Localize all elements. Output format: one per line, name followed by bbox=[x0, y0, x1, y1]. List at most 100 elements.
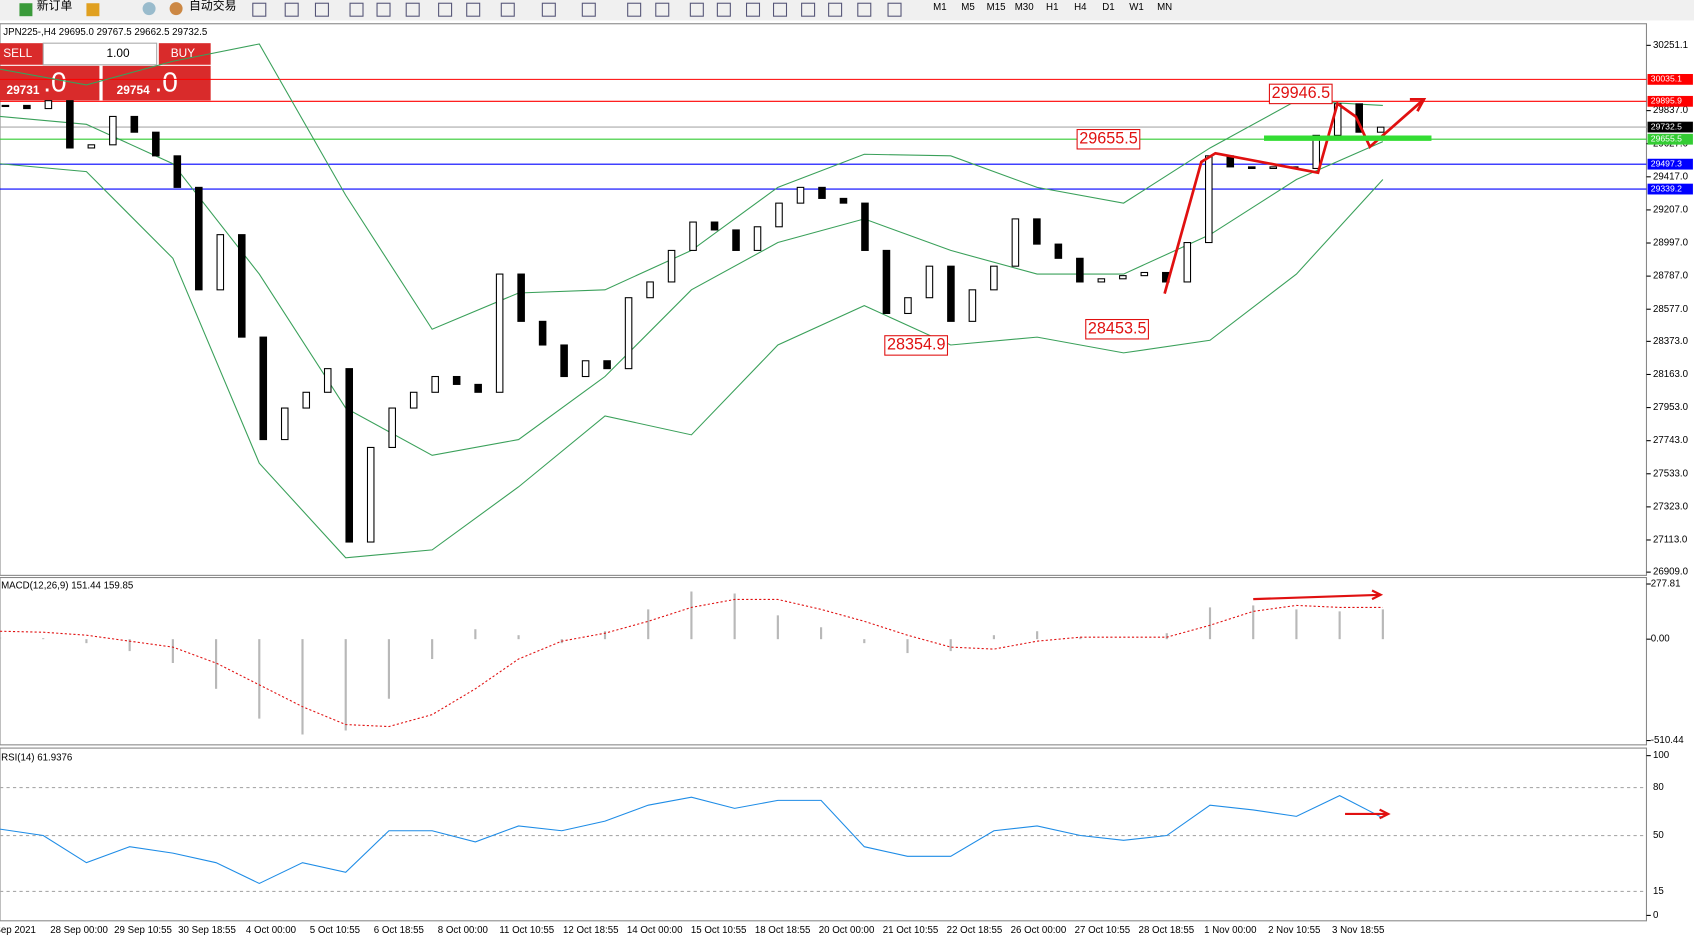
tool-icon[interactable] bbox=[745, 2, 761, 17]
price-annotation: 29946.5 bbox=[1272, 84, 1331, 102]
candle bbox=[1, 104, 10, 108]
x-tick-label: 11 Oct 10:55 bbox=[499, 925, 554, 936]
tool-icon[interactable] bbox=[828, 2, 843, 17]
y-tick-label: 27743.0 bbox=[1653, 435, 1689, 446]
icon[interactable] bbox=[142, 2, 156, 16]
y-tick-label: 0.00 bbox=[1651, 634, 1670, 645]
trade-panel: SELL 1.00 BUY 29731 .0 29754 .0 bbox=[0, 42, 211, 101]
level-tag bbox=[1647, 183, 1693, 195]
candle bbox=[517, 273, 525, 322]
candle bbox=[345, 368, 354, 543]
tool-icon[interactable] bbox=[887, 2, 902, 17]
tool-icon[interactable] bbox=[627, 2, 642, 17]
sell-price-big: .0 bbox=[43, 67, 66, 98]
candle bbox=[259, 336, 268, 441]
level-tag bbox=[1647, 95, 1693, 107]
candle bbox=[152, 131, 160, 157]
tool-icon[interactable] bbox=[284, 2, 299, 17]
tool-icon[interactable] bbox=[581, 2, 596, 17]
x-tick-label: 18 Oct 18:55 bbox=[755, 925, 811, 936]
timeframe-button[interactable]: D1 bbox=[1102, 2, 1114, 13]
auto-trade-icon[interactable] bbox=[169, 2, 183, 16]
tool-icon[interactable] bbox=[857, 2, 872, 17]
candle bbox=[775, 202, 783, 228]
lot-input[interactable] bbox=[42, 42, 158, 66]
tool-icon[interactable] bbox=[438, 2, 453, 17]
level-tag bbox=[1647, 158, 1693, 170]
candle bbox=[87, 144, 96, 149]
candle bbox=[237, 234, 246, 338]
rsi-label: RSI(14) 61.9376 bbox=[1, 752, 72, 763]
x-tick-label: 28 Oct 18:55 bbox=[1139, 925, 1195, 936]
candle bbox=[990, 265, 998, 291]
candle bbox=[1054, 243, 1063, 259]
timeframe-button[interactable]: M1 bbox=[933, 2, 946, 13]
tool-icon[interactable] bbox=[466, 2, 481, 17]
timeframe-button[interactable]: H1 bbox=[1046, 2, 1058, 13]
tool-icon[interactable] bbox=[500, 2, 515, 17]
rsi-frame bbox=[0, 747, 1648, 922]
buy-label[interactable]: BUY bbox=[171, 46, 195, 60]
timeframe-button[interactable]: M15 bbox=[987, 2, 1006, 13]
timeframe-button[interactable]: W1 bbox=[1129, 2, 1144, 13]
y-tick-label: 15 bbox=[1653, 886, 1664, 897]
tool-icon[interactable] bbox=[376, 2, 391, 17]
x-tick-label: 22 Oct 18:55 bbox=[947, 925, 1003, 936]
candle bbox=[732, 229, 740, 251]
timeframe-button[interactable]: M5 bbox=[961, 2, 974, 13]
y-tick-label: 30251.1 bbox=[1653, 40, 1688, 51]
x-tick-label: 21 Oct 10:55 bbox=[883, 925, 939, 936]
rsi-line bbox=[0, 794, 1384, 885]
sell-price: 29731 bbox=[6, 83, 39, 97]
sell-label[interactable]: SELL bbox=[3, 46, 32, 60]
sell-button[interactable] bbox=[0, 43, 44, 65]
level-label: 29655.5 bbox=[1651, 134, 1682, 144]
candle bbox=[861, 202, 869, 251]
tool-icon[interactable] bbox=[252, 2, 267, 17]
tool-icon[interactable] bbox=[772, 2, 788, 17]
candle bbox=[280, 407, 289, 441]
timeframe-button[interactable]: MN bbox=[1157, 2, 1172, 13]
tool-icon[interactable] bbox=[314, 2, 329, 17]
candle bbox=[366, 446, 375, 543]
tool-icon[interactable] bbox=[405, 2, 420, 17]
price-annotation: 29655.5 bbox=[1079, 130, 1138, 148]
candle bbox=[1247, 166, 1256, 169]
candle bbox=[431, 375, 439, 393]
candle bbox=[968, 289, 977, 322]
tool-icon[interactable] bbox=[655, 2, 670, 17]
trend-arrow bbox=[1163, 98, 1425, 294]
arrow-head bbox=[1379, 808, 1391, 820]
y-tick-label: 28577.0 bbox=[1653, 304, 1689, 315]
timeframe-button[interactable]: M30 bbox=[1015, 2, 1034, 13]
level-label: 29497.3 bbox=[1651, 158, 1682, 168]
tool-icon[interactable] bbox=[689, 2, 704, 17]
timeframe-button[interactable]: H4 bbox=[1074, 2, 1087, 13]
macd-signal bbox=[0, 598, 1383, 728]
y-tick-label: 50 bbox=[1653, 830, 1664, 841]
y-tick-label: 27113.0 bbox=[1653, 535, 1688, 546]
icon[interactable] bbox=[86, 3, 100, 17]
tool-icon[interactable] bbox=[801, 2, 816, 17]
macd-label: MACD(12,26,9) 151.44 159.85 bbox=[1, 581, 133, 592]
tool-icon[interactable] bbox=[716, 2, 731, 17]
candle bbox=[560, 344, 568, 378]
y-tick-label: 28163.0 bbox=[1653, 369, 1689, 380]
auto-trade-button[interactable]: 自动交易 bbox=[189, 0, 236, 13]
buy-price-big: .0 bbox=[154, 67, 177, 98]
candle bbox=[710, 221, 719, 231]
y-tick-label: 0 bbox=[1653, 910, 1659, 921]
new-order-icon[interactable] bbox=[19, 3, 33, 17]
buy-button[interactable] bbox=[158, 43, 211, 65]
sell-price-box[interactable] bbox=[0, 65, 100, 101]
plot: 30251.129837.029627.029417.029207.028997… bbox=[0, 40, 1693, 936]
tool-icon[interactable] bbox=[541, 2, 556, 17]
buy-price-box[interactable] bbox=[102, 65, 211, 101]
candle bbox=[1312, 134, 1321, 169]
y-tick-label: 27533.0 bbox=[1653, 468, 1689, 479]
candle bbox=[1033, 218, 1041, 245]
new-order-button[interactable]: 新订单 bbox=[37, 0, 73, 13]
candle bbox=[753, 226, 762, 251]
tool-icon[interactable] bbox=[349, 2, 364, 17]
